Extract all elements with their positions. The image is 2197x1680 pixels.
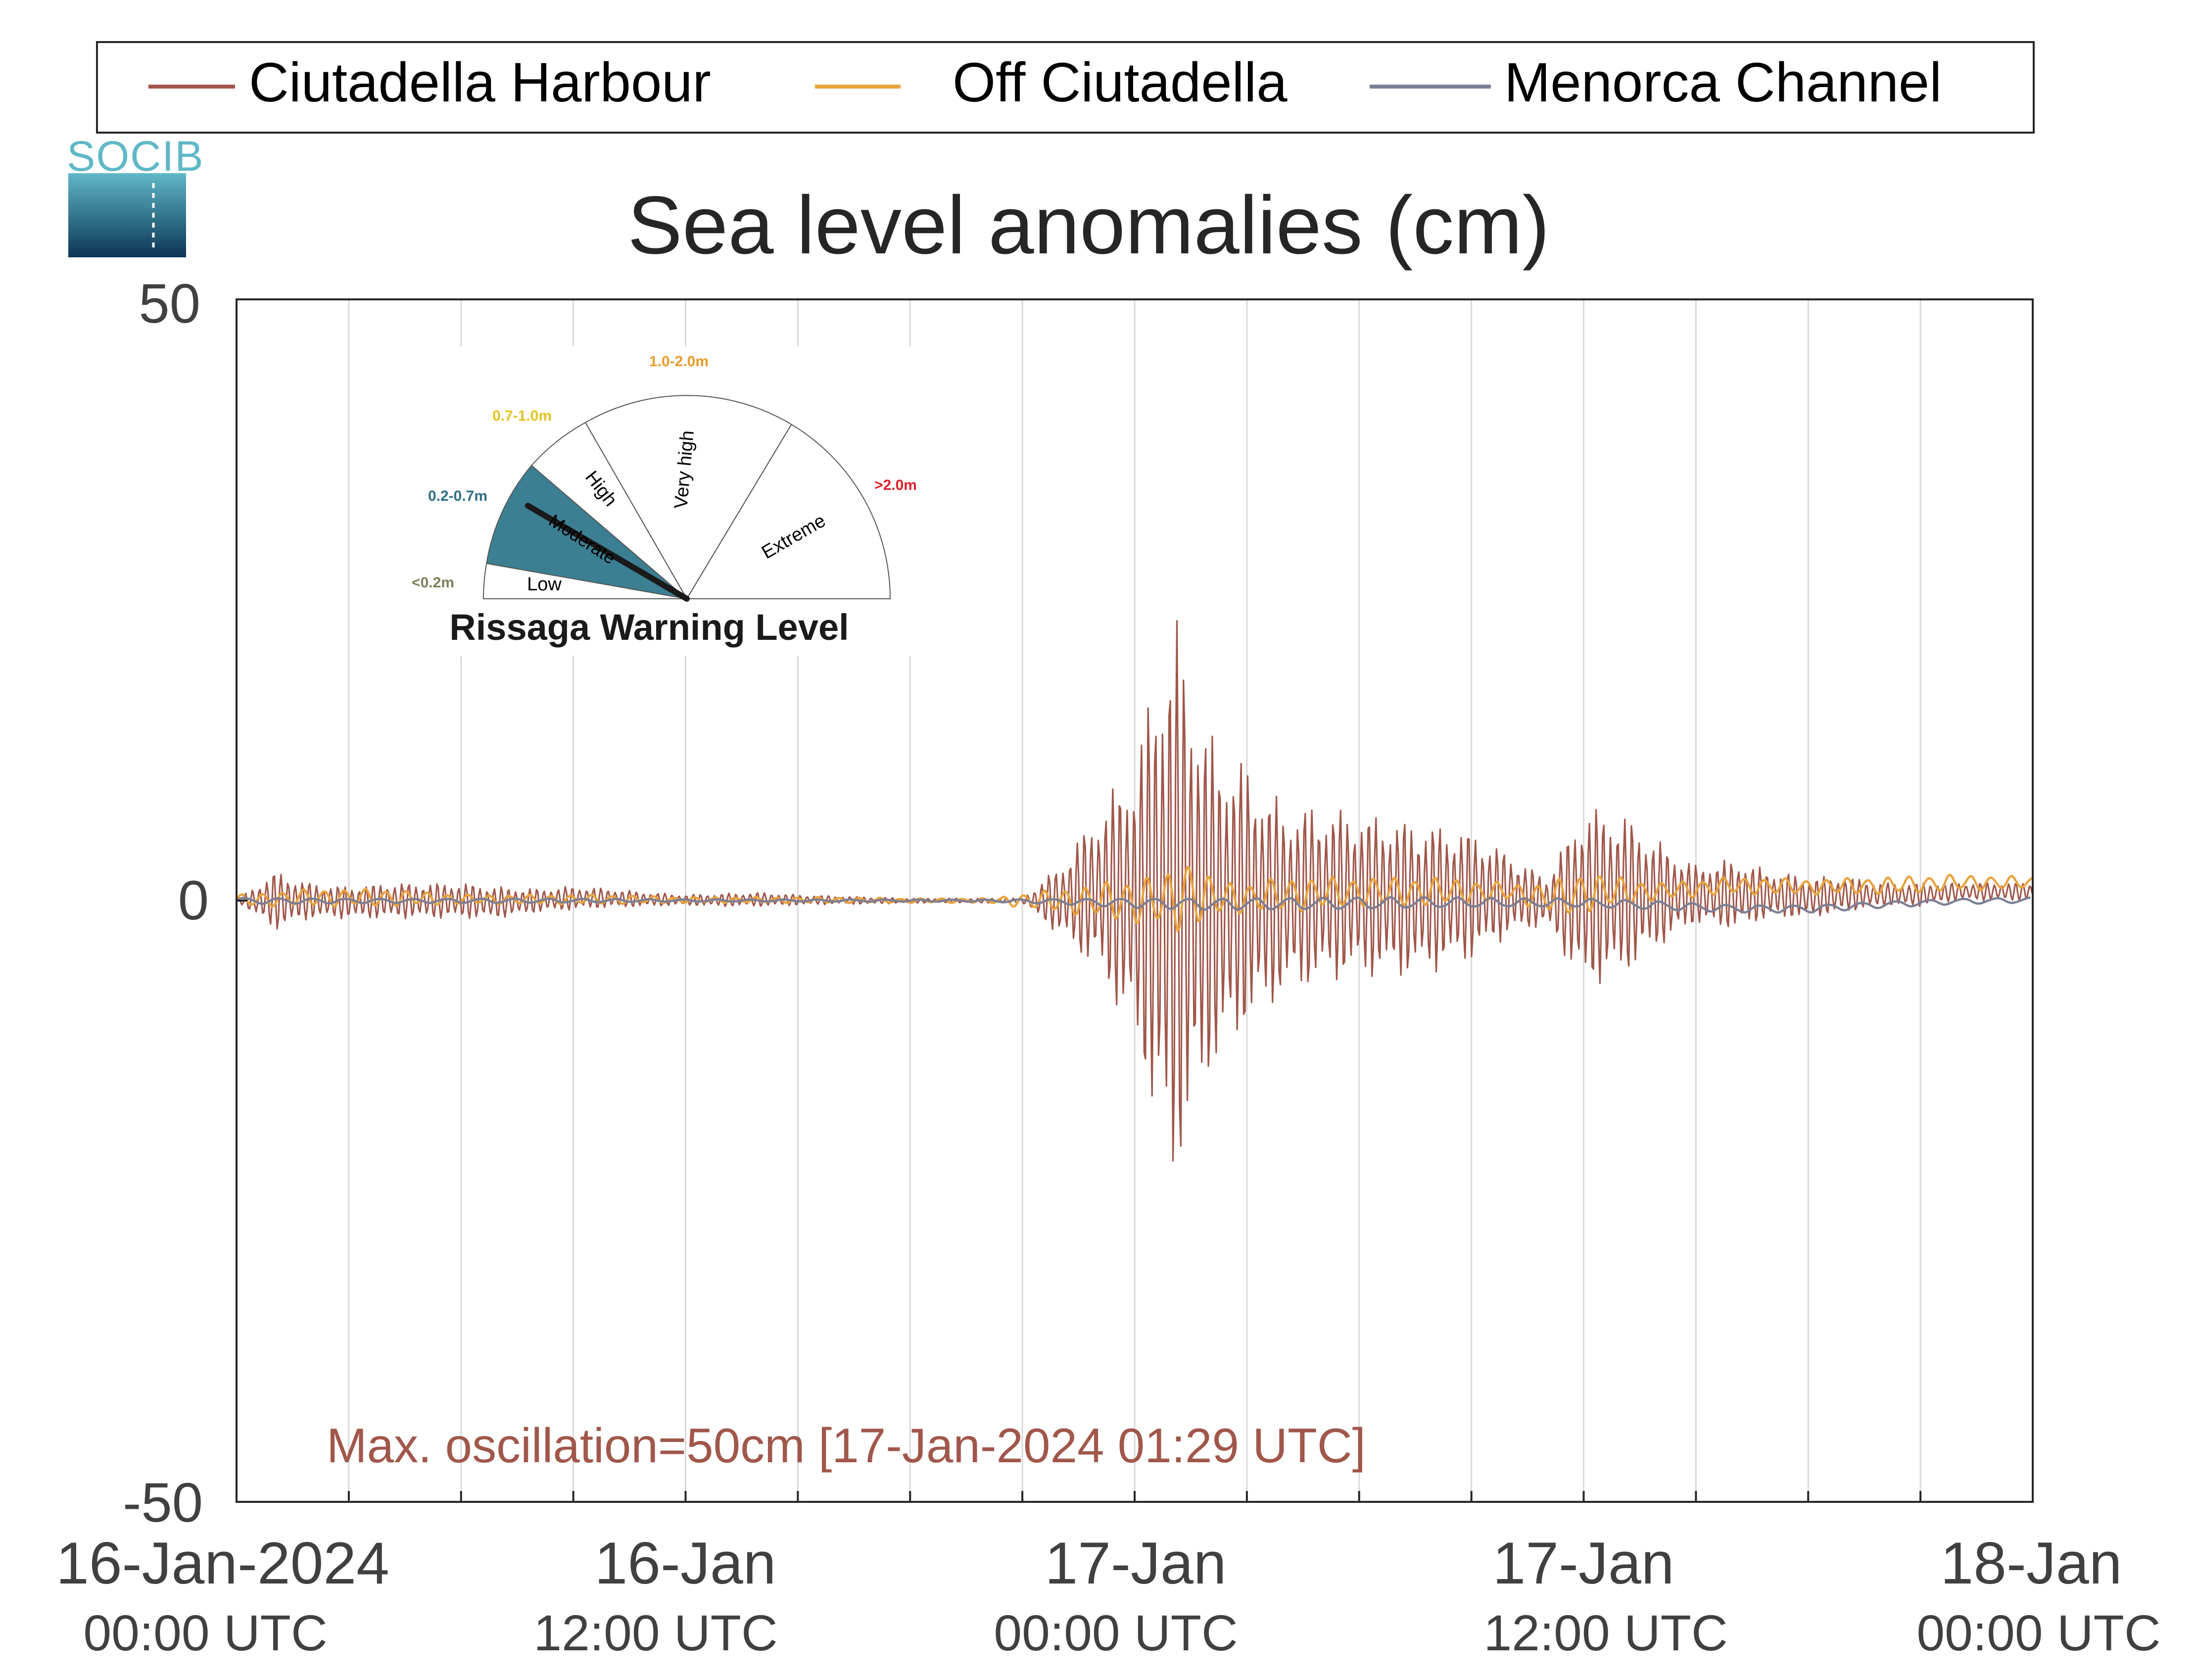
gauge-range-high: 0.7-1.0m bbox=[492, 408, 552, 424]
legend-box bbox=[96, 41, 2035, 134]
gauge-needle bbox=[525, 503, 690, 602]
y-axis: 50 0 -50 bbox=[123, 273, 209, 1534]
gauge-range-low: <0.2m bbox=[412, 575, 454, 591]
rissaga-gauge: Low Moderate High Very high Extreme <0.2… bbox=[401, 346, 928, 656]
chart-title: Sea level anomalies (cm) bbox=[627, 180, 1550, 271]
x-tick-label-4-line1: 18-Jan bbox=[1941, 1530, 2122, 1596]
legend-label-channel: Menorca Channel bbox=[1504, 51, 1942, 113]
gauge-range-very-high: 1.0-2.0m bbox=[649, 353, 709, 370]
socib-logo-block bbox=[68, 173, 186, 257]
socib-logo-text: SOCIB bbox=[67, 133, 204, 180]
gauge-sector-high bbox=[530, 422, 687, 599]
x-tick-label-3-line1: 17-Jan bbox=[1493, 1530, 1674, 1596]
x-tick-label-3-line2: 12:00 UTC bbox=[1483, 1605, 1727, 1661]
x-tick-label-4-line2: 00:00 UTC bbox=[1916, 1605, 2160, 1661]
x-tick-label-0-line1: 16-Jan-2024 bbox=[56, 1530, 389, 1596]
legend-label-offshore: Off Ciutadella bbox=[953, 51, 1288, 113]
gauge-sector-very-high bbox=[584, 395, 792, 600]
x-axis: 16-Jan-2024 00:00 UTC 16-Jan 12:00 UTC 1… bbox=[56, 1530, 2161, 1661]
series-line-ciutadella-harbour bbox=[236, 620, 2033, 1162]
gauge-range-moderate: 0.2-0.7m bbox=[428, 488, 487, 504]
x-tick-label-2-line1: 17-Jan bbox=[1045, 1530, 1227, 1596]
series-layer bbox=[236, 620, 2033, 1162]
y-tick-label-neg50: -50 bbox=[123, 1472, 203, 1534]
gauge-title: Rissaga Warning Level bbox=[449, 607, 849, 648]
x-tick-label-0-line2: 00:00 UTC bbox=[83, 1605, 327, 1661]
y-tick-label-50: 50 bbox=[139, 273, 200, 335]
gauge-sector-moderate bbox=[486, 465, 689, 600]
x-tick-label-1-line1: 16-Jan bbox=[595, 1530, 776, 1596]
x-tick-label-1-line2: 12:00 UTC bbox=[533, 1605, 777, 1661]
gauge-sector-extreme bbox=[686, 424, 891, 599]
gauge-sector-label-low: Low bbox=[527, 574, 562, 595]
legend-label-harbour: Ciutadella Harbour bbox=[249, 51, 711, 113]
x-tick-label-2-line2: 00:00 UTC bbox=[994, 1605, 1238, 1661]
gauge-range-extreme: >2.0m bbox=[874, 477, 917, 493]
axis-ticks bbox=[236, 298, 2034, 1503]
socib-logo: SOCIB bbox=[67, 133, 204, 257]
series-line-menorca-channel bbox=[236, 896, 2031, 914]
max-oscillation-annotation: Max. oscillation=50cm [17-Jan-2024 01:29… bbox=[327, 1418, 1366, 1473]
y-tick-label-0: 0 bbox=[178, 869, 209, 931]
legend: Ciutadella Harbour Off Ciutadella Menorc… bbox=[96, 41, 2035, 134]
